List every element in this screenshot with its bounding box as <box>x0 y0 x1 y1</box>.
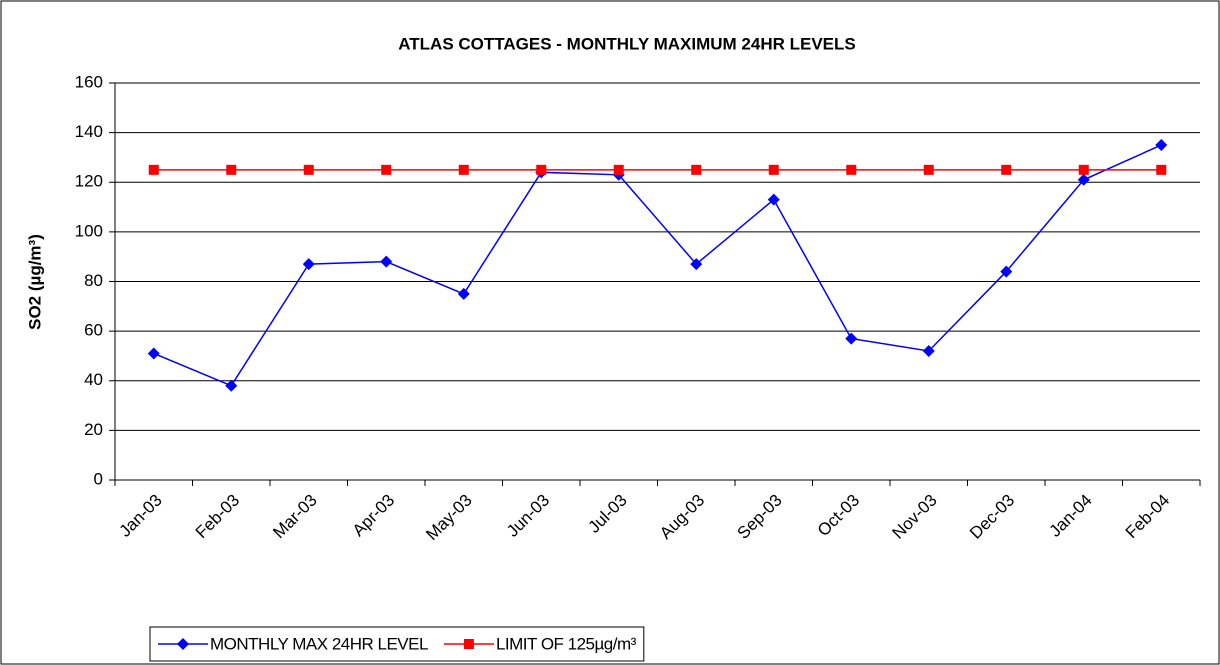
data-point <box>302 258 315 271</box>
data-point <box>768 164 779 175</box>
data-point <box>846 164 857 175</box>
data-point <box>1000 265 1013 278</box>
y-tick-label: 160 <box>75 72 103 91</box>
data-point <box>226 164 237 175</box>
data-point <box>381 164 392 175</box>
data-point <box>1078 164 1089 175</box>
data-point <box>690 258 703 271</box>
data-point <box>303 164 314 175</box>
y-tick-label: 120 <box>75 172 103 191</box>
chart-title: ATLAS COTTAGES - MONTHLY MAXIMUM 24HR LE… <box>398 34 855 53</box>
data-point <box>536 164 547 175</box>
data-point <box>767 193 780 206</box>
data-point <box>1156 164 1167 175</box>
data-point <box>380 255 393 268</box>
y-axis-label: SO2 (µg/m³) <box>25 234 44 330</box>
legend-marker <box>463 639 474 649</box>
data-point <box>225 379 238 392</box>
data-point <box>922 344 935 357</box>
y-tick-label: 140 <box>75 122 103 141</box>
series-line <box>153 144 1162 387</box>
data-point <box>923 164 934 175</box>
data-point <box>457 287 470 300</box>
data-point <box>845 332 858 345</box>
data-point <box>1155 139 1168 152</box>
data-point <box>458 164 469 175</box>
data-point <box>1001 164 1012 175</box>
legend-box <box>149 626 645 662</box>
legend-label: MONTHLY MAX 24HR LEVEL <box>210 634 428 653</box>
y-tick-label: 0 <box>94 469 103 488</box>
y-tick-label: 20 <box>84 420 103 439</box>
y-tick-label: 100 <box>75 221 103 240</box>
y-tick-label: 80 <box>84 271 103 290</box>
legend-marker <box>177 638 189 650</box>
data-point <box>691 164 702 175</box>
data-point <box>147 347 160 360</box>
data-point <box>1077 173 1090 186</box>
legend: MONTHLY MAX 24HR LEVEL LIMIT OF 125µg/m³ <box>149 626 645 662</box>
legend-label: LIMIT OF 125µg/m³ <box>496 634 637 653</box>
y-tick-label: 40 <box>84 370 103 389</box>
data-point <box>613 164 624 175</box>
data-point <box>148 164 159 175</box>
y-tick-label: 60 <box>84 321 103 340</box>
